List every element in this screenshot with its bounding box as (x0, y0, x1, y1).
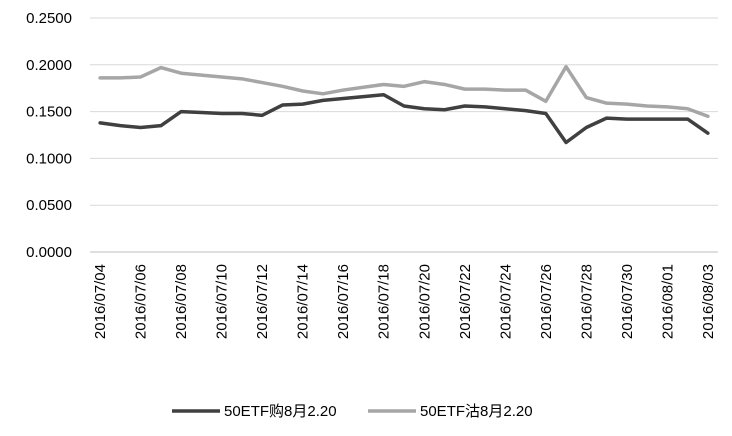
series-line-2 (98, 64, 710, 119)
x-axis-ticks: 2016/07/04 2016/07/06 2016/07/08 2016/07/10… (92, 264, 717, 339)
x-tick-label: 2016/07/12 (254, 264, 271, 339)
x-tick-label: 2016/07/10 (214, 264, 231, 339)
x-tick-label: 2016/07/06 (133, 264, 150, 339)
y-tick-label: 0.2500 (26, 10, 72, 27)
y-axis-ticks: 0.0000 0.0500 0.1000 0.1500 0.2000 0.2500 (26, 10, 72, 261)
x-tick-label: 2016/07/26 (538, 264, 555, 339)
x-tick-label: 2016/07/22 (457, 264, 474, 339)
x-tick-label: 2016/07/24 (497, 264, 514, 339)
x-tick-label: 2016/07/08 (173, 264, 190, 339)
x-tick-label: 2016/08/01 (659, 264, 676, 339)
x-tick-label: 2016/07/30 (619, 264, 636, 339)
x-tick-label: 2016/07/14 (295, 264, 312, 339)
x-tick-label: 2016/07/18 (376, 264, 393, 339)
y-tick-label: 0.0000 (26, 244, 72, 261)
legend: 50ETF购8月2.20 50ETF沽8月2.20 (172, 403, 533, 420)
y-tick-label: 0.1000 (26, 150, 72, 167)
y-tick-label: 0.2000 (26, 57, 72, 74)
legend-label-1: 50ETF购8月2.20 (224, 403, 337, 420)
series-line-1 (98, 93, 710, 145)
x-tick-label: 2016/08/03 (700, 264, 717, 339)
series-lines (98, 64, 710, 145)
x-tick-label: 2016/07/28 (578, 264, 595, 339)
x-tick-label: 2016/07/20 (416, 264, 433, 339)
x-tick-label: 2016/07/04 (92, 264, 109, 339)
x-tick-label: 2016/07/16 (335, 264, 352, 339)
y-tick-label: 0.0500 (26, 197, 72, 214)
y-tick-label: 0.1500 (26, 104, 72, 121)
legend-label-2: 50ETF沽8月2.20 (420, 403, 533, 420)
